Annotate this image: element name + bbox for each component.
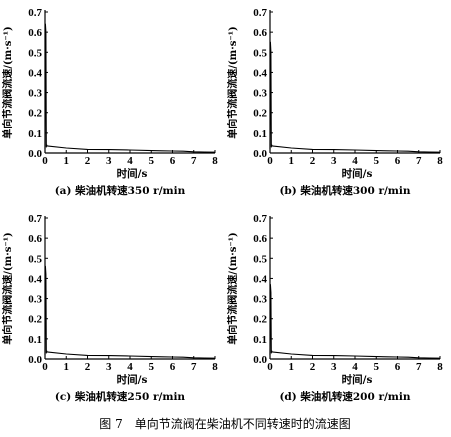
y-tick-label: 0.3 xyxy=(253,294,267,306)
y-tick-label: 0.4 xyxy=(253,67,267,79)
y-tick-label: 0.0 xyxy=(253,354,267,366)
y-tick-label: 0.3 xyxy=(28,294,42,306)
y-axis-label: 单向节流阀流速/(m·s⁻¹) xyxy=(226,26,239,138)
y-tick-label: 0.0 xyxy=(28,354,42,366)
flow-velocity-series-line xyxy=(44,265,216,359)
x-tick-label: 2 xyxy=(310,361,316,373)
x-tick-label: 7 xyxy=(416,361,422,373)
panel-subtitle: (c) 柴油机转速250 r/min xyxy=(55,390,186,403)
x-tick-label: 3 xyxy=(106,361,112,373)
flow-velocity-series-line xyxy=(269,283,441,359)
x-tick-label: 0 xyxy=(42,361,48,373)
x-tick-label: 7 xyxy=(191,361,197,373)
y-tick-label: 0.0 xyxy=(253,148,267,160)
y-tick-label: 0.0 xyxy=(28,148,42,160)
x-tick-label: 6 xyxy=(395,155,401,167)
y-tick-label: 0.6 xyxy=(28,233,42,245)
x-axis-label: 时间/s xyxy=(117,167,148,180)
y-tick-label: 0.4 xyxy=(253,273,267,285)
chart-panel: 0.0 0.1 0.2 0.3 0.4 0.5 0.6 0.7 0 1 2 3 4 5 6 7 8 时间/s 单向节… xyxy=(226,213,443,403)
x-axis-label: 时间/s xyxy=(342,167,373,180)
x-tick-label: 4 xyxy=(127,155,133,167)
y-tick-label: 0.7 xyxy=(28,7,42,19)
y-axis-label: 单向节流阀流速/(m·s⁻¹) xyxy=(1,232,14,344)
x-tick-label: 3 xyxy=(331,361,337,373)
flow-velocity-series-line xyxy=(44,23,216,153)
y-tick-label: 0.2 xyxy=(28,314,42,326)
chart-panels: 0.0 0.1 0.2 0.3 0.4 0.5 0.6 0.7 0 1 2 3 4 5 6 7 8 时间/s 单向节… xyxy=(1,7,443,403)
x-tick-label: 1 xyxy=(289,155,295,167)
y-tick-label: 0.2 xyxy=(253,314,267,326)
panel-subtitle: (d) 柴油机转速200 r/min xyxy=(279,390,410,403)
x-tick-label: 1 xyxy=(64,361,70,373)
x-axis-label: 时间/s xyxy=(117,373,148,386)
x-tick-label: 8 xyxy=(437,361,443,373)
chart-panel: 0.0 0.1 0.2 0.3 0.4 0.5 0.6 0.7 0 1 2 3 4 5 6 7 8 时间/s 单向节… xyxy=(1,7,218,197)
y-tick-label: 0.3 xyxy=(253,88,267,100)
x-tick-label: 2 xyxy=(85,361,91,373)
x-tick-label: 8 xyxy=(212,361,218,373)
y-tick-label: 0.1 xyxy=(253,128,267,140)
x-tick-label: 4 xyxy=(127,361,133,373)
x-tick-label: 0 xyxy=(267,155,273,167)
y-tick-label: 0.6 xyxy=(253,27,267,39)
x-axis-label: 时间/s xyxy=(342,373,373,386)
x-tick-label: 2 xyxy=(310,155,316,167)
y-tick-label: 0.7 xyxy=(253,213,267,225)
y-tick-label: 0.2 xyxy=(253,108,267,120)
x-tick-label: 8 xyxy=(212,155,218,167)
y-tick-label: 0.4 xyxy=(28,273,42,285)
chart-panel: 0.0 0.1 0.2 0.3 0.4 0.5 0.6 0.7 0 1 2 3 4 5 6 7 8 时间/s 单向节… xyxy=(1,213,218,403)
y-tick-label: 0.5 xyxy=(253,47,267,59)
y-tick-label: 0.7 xyxy=(253,7,267,19)
y-tick-label: 0.5 xyxy=(28,47,42,59)
y-tick-label: 0.6 xyxy=(253,233,267,245)
x-tick-label: 5 xyxy=(374,361,380,373)
x-tick-label: 7 xyxy=(191,155,197,167)
x-tick-label: 6 xyxy=(395,361,401,373)
y-tick-label: 0.6 xyxy=(28,27,42,39)
x-tick-label: 5 xyxy=(149,361,155,373)
y-tick-label: 0.4 xyxy=(28,67,42,79)
y-tick-label: 0.2 xyxy=(28,108,42,120)
x-tick-label: 5 xyxy=(374,155,380,167)
y-tick-label: 0.5 xyxy=(28,253,42,265)
chart-panel: 0.0 0.1 0.2 0.3 0.4 0.5 0.6 0.7 0 1 2 3 4 5 6 7 8 时间/s 单向节… xyxy=(226,7,443,197)
x-tick-label: 1 xyxy=(289,361,295,373)
y-axis-label: 单向节流阀流速/(m·s⁻¹) xyxy=(1,26,14,138)
y-tick-label: 0.7 xyxy=(28,213,42,225)
panel-subtitle: (b) 柴油机转速300 r/min xyxy=(279,184,410,197)
y-tick-label: 0.1 xyxy=(253,334,267,346)
x-tick-label: 6 xyxy=(170,361,176,373)
x-tick-label: 5 xyxy=(149,155,155,167)
x-tick-label: 6 xyxy=(170,155,176,167)
y-axis-label: 单向节流阀流速/(m·s⁻¹) xyxy=(226,232,239,344)
x-tick-label: 3 xyxy=(331,155,337,167)
x-tick-label: 1 xyxy=(64,155,70,167)
x-tick-label: 2 xyxy=(85,155,91,167)
y-tick-label: 0.1 xyxy=(28,128,42,140)
x-tick-label: 4 xyxy=(352,155,358,167)
y-tick-label: 0.1 xyxy=(28,334,42,346)
y-tick-label: 0.5 xyxy=(253,253,267,265)
y-tick-label: 0.3 xyxy=(28,88,42,100)
flow-velocity-series-line xyxy=(269,41,441,153)
x-tick-label: 0 xyxy=(267,361,273,373)
x-tick-label: 7 xyxy=(416,155,422,167)
panel-subtitle: (a) 柴油机转速350 r/min xyxy=(55,184,186,197)
x-tick-label: 4 xyxy=(352,361,358,373)
figure-caption: 图 7 单向节流阀在柴油机不同转速时的流速图 xyxy=(99,416,350,431)
x-tick-label: 8 xyxy=(437,155,443,167)
x-tick-label: 0 xyxy=(42,155,48,167)
x-tick-label: 3 xyxy=(106,155,112,167)
